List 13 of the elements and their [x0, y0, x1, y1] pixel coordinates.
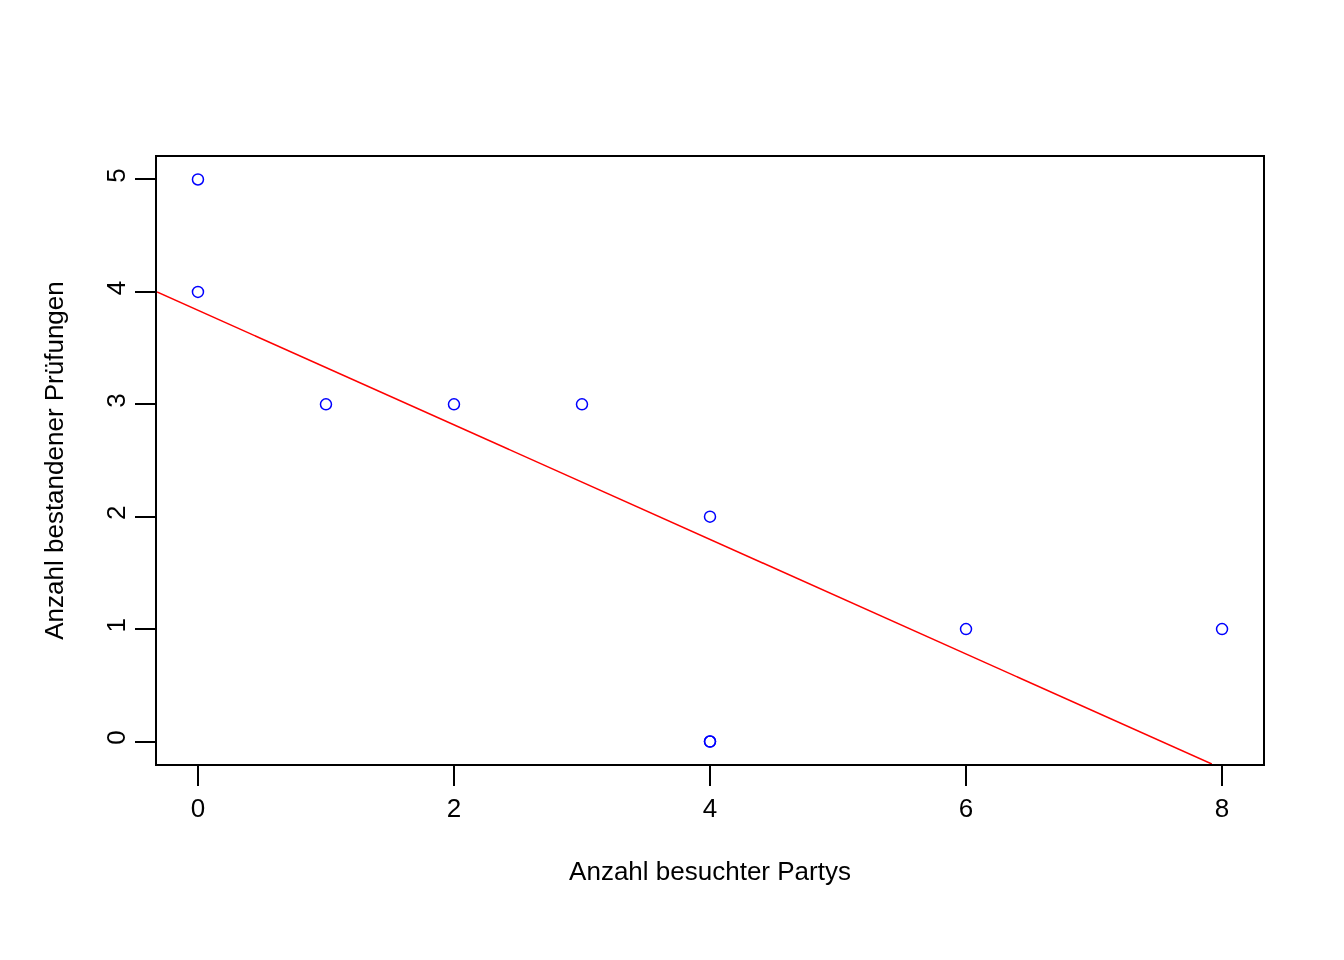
y-tick-label: 0 — [100, 730, 131, 745]
y-tick-label: 2 — [100, 505, 131, 521]
y-tick-label: 3 — [100, 393, 131, 408]
x-axis-title: Anzahl besuchter Partys — [569, 856, 851, 887]
x-tick-label: 0 — [190, 792, 206, 823]
x-tick-label: 8 — [1214, 792, 1230, 823]
y-tick-label: 1 — [100, 617, 131, 633]
y-axis-title: Anzahl bestandener Prüfungen — [38, 281, 69, 640]
x-tick-label: 6 — [958, 792, 974, 823]
y-tick-label: 4 — [100, 280, 131, 296]
y-tick-label: 5 — [100, 168, 131, 183]
x-tick-label: 2 — [446, 792, 462, 823]
x-tick-label: 4 — [702, 792, 718, 823]
